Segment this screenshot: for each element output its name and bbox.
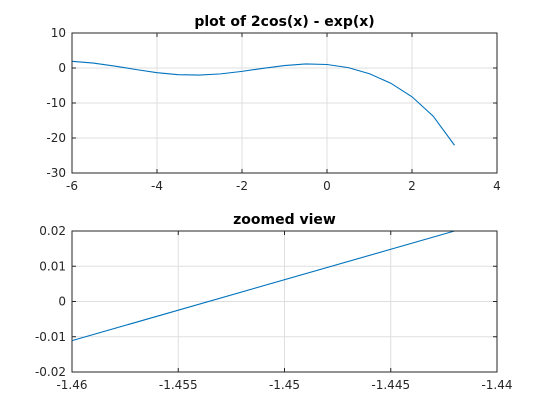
top-y-tick-label: -20 (46, 131, 66, 145)
top-y-tick-label: -10 (46, 96, 66, 110)
zoomed-x-tick-label: -1.445 (371, 378, 410, 392)
top-x-tick-label: 0 (323, 179, 331, 193)
top-x-tick-label: -4 (151, 179, 163, 193)
zoomed-series-line (71, 230, 455, 342)
zoomed-x-tick-label: -1.46 (56, 378, 87, 392)
zoomed-x-tick-label: -1.45 (269, 378, 300, 392)
top-x-tick-label: -2 (236, 179, 248, 193)
zoomed-y-tick-label: 0 (58, 295, 66, 309)
top-x-tick-label: -6 (66, 179, 78, 193)
zoomed-y-tick-label: -0.02 (35, 365, 66, 379)
zoomed-plot-panel: zoomed view -1.46 -1.455 -1.45 -1.445 -1.44 -… (35, 212, 513, 392)
zoomed-y-tick-label: 0.01 (39, 259, 66, 273)
top-x-tick-label: 2 (408, 179, 416, 193)
top-plot-title: plot of 2cos(x) - exp(x) (194, 14, 374, 30)
zoomed-y-tick-label: -0.01 (35, 330, 66, 344)
top-y-tick-label: 10 (51, 26, 66, 40)
zoomed-x-tick-label: -1.455 (159, 378, 198, 392)
zoomed-plot-title: zoomed view (233, 212, 336, 228)
zoomed-y-tick-label: 0.02 (39, 224, 66, 238)
top-y-tick-label: -30 (46, 166, 66, 180)
zoomed-x-tick-label: -1.44 (481, 378, 512, 392)
top-plot-panel: plot of 2cos(x) - exp(x) -6 -4 -2 0 2 4-30-20… (46, 14, 500, 193)
top-y-tick-label: 0 (58, 61, 66, 75)
top-series-line (71, 60, 455, 146)
top-x-tick-label: 4 (493, 179, 501, 193)
